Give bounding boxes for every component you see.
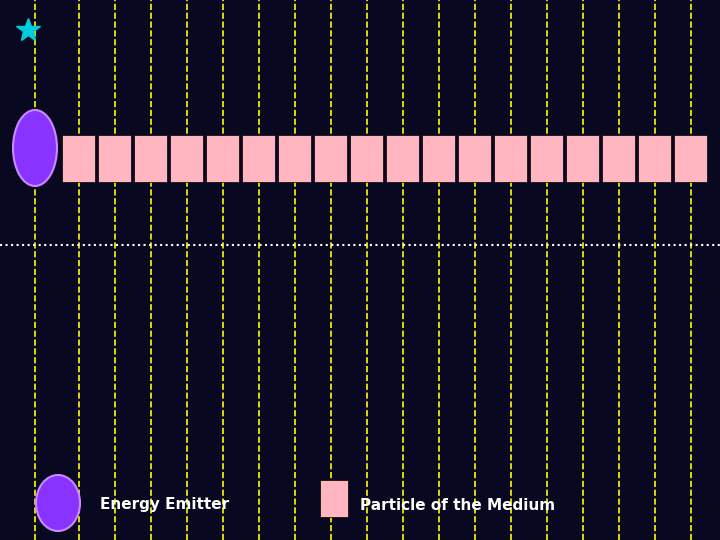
Text: Particle of the Medium: Particle of the Medium bbox=[360, 497, 555, 512]
Bar bbox=[170, 134, 203, 181]
Bar bbox=[674, 134, 707, 181]
Bar bbox=[602, 134, 635, 181]
Bar bbox=[458, 134, 491, 181]
Bar bbox=[386, 134, 419, 181]
Bar bbox=[62, 134, 95, 181]
Bar bbox=[350, 134, 383, 181]
Ellipse shape bbox=[13, 110, 57, 186]
Bar bbox=[494, 134, 527, 181]
Bar bbox=[242, 134, 275, 181]
Bar bbox=[314, 134, 347, 181]
Bar bbox=[530, 134, 563, 181]
Bar bbox=[98, 134, 131, 181]
Bar bbox=[422, 134, 455, 181]
Bar bbox=[566, 134, 599, 181]
Bar bbox=[206, 134, 239, 181]
Text: Energy Emitter: Energy Emitter bbox=[100, 497, 229, 512]
Ellipse shape bbox=[36, 475, 80, 531]
Bar bbox=[134, 134, 167, 181]
Bar bbox=[638, 134, 671, 181]
Bar bbox=[320, 480, 348, 517]
Bar bbox=[278, 134, 311, 181]
